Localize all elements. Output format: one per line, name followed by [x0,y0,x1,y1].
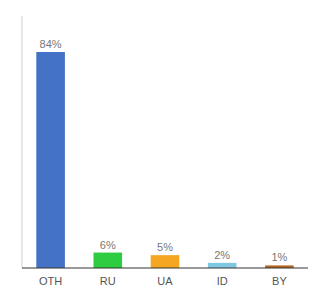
chart-container: 84% 6% 5% 2% 1% OTH RU UA ID BY [0,0,320,300]
data-label: 84% [40,38,62,50]
data-label: 6% [100,239,116,251]
data-label: 1% [271,251,287,263]
bar [151,255,180,268]
x-axis-line [22,268,308,269]
bars [36,52,293,268]
x-tick-label: BY [272,275,287,287]
data-label: 5% [157,241,173,253]
y-axis-line [22,16,23,268]
chart-svg: 84% 6% 5% 2% 1% OTH RU UA ID BY [0,0,320,300]
x-tick-label: OTH [39,275,62,287]
x-tick-label: UA [157,275,173,287]
x-tick-label: ID [217,275,228,287]
data-label: 2% [214,249,230,261]
x-tick-label: RU [100,275,116,287]
bar [94,253,123,268]
x-axis: OTH RU UA ID BY [22,268,308,287]
data-labels: 84% 6% 5% 2% 1% [40,38,288,263]
bar [36,52,65,268]
bar [208,263,237,268]
